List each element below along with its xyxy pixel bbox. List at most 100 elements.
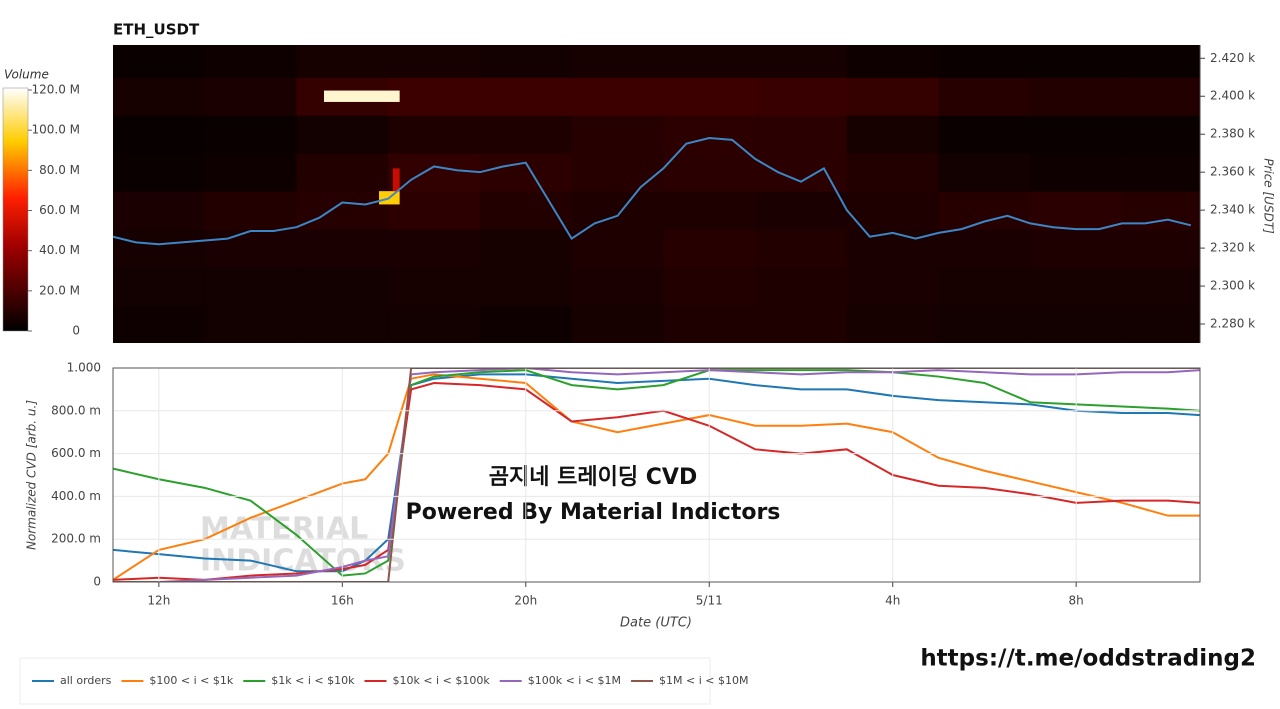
- annotation: Powered By Material Indictors: [406, 500, 781, 525]
- heat-cell: [1030, 115, 1123, 154]
- heat-cell: [755, 153, 848, 192]
- heat-cell: [1122, 115, 1200, 154]
- heat-cell: [571, 153, 664, 192]
- colorbar-tick-label: 120.0 M: [31, 83, 80, 97]
- y-tick-label: 2.340 k: [1210, 203, 1255, 217]
- heat-cell: [663, 229, 756, 268]
- legend-label: $10k < i < $100k: [392, 674, 490, 687]
- colorbar-tick-label: 20.0 M: [39, 283, 80, 297]
- heat-cell: [113, 115, 206, 154]
- colorbar-tick-label: 100.0 M: [31, 123, 80, 137]
- heat-cell: [755, 45, 848, 78]
- heat-cell: [571, 115, 664, 154]
- heat-cell: [388, 153, 481, 192]
- y-tick-label: 0: [93, 575, 101, 589]
- x-tick-label: 5/11: [696, 594, 723, 608]
- heat-cell: [388, 77, 481, 116]
- legend-label: $100k < i < $1M: [528, 674, 621, 687]
- heat-cell: [113, 191, 206, 230]
- y-tick-label: 2.280 k: [1210, 317, 1255, 331]
- cvd-line: [113, 373, 1200, 581]
- y-axis-label: Normalized CVD [arb. u.]: [25, 400, 39, 550]
- heat-cell: [113, 229, 206, 268]
- heat-cell: [204, 45, 297, 78]
- heat-cell: [1122, 45, 1200, 78]
- colorbar-tick-label: 0: [72, 324, 80, 338]
- legend-label: $1M < i < $10M: [659, 674, 748, 687]
- line-area: [113, 368, 1200, 582]
- heat-cell: [296, 267, 389, 306]
- heatmap-area: [113, 45, 1200, 343]
- heat-cell: [296, 229, 389, 268]
- heat-cell: [846, 153, 940, 192]
- heat-cell: [755, 115, 848, 154]
- y-tick-label: 200.0 m: [51, 532, 101, 546]
- heat-cell: [1030, 77, 1123, 116]
- heat-cell: [938, 191, 1031, 230]
- heat-cell: [113, 153, 206, 192]
- heat-cell: [938, 153, 1031, 192]
- heat-cell: [846, 45, 940, 78]
- heat-cell: [479, 77, 573, 116]
- heat-cell: [479, 229, 573, 268]
- heat-cell: [846, 267, 940, 306]
- heat-cell: [846, 229, 940, 268]
- heat-cell: [755, 305, 848, 343]
- y-tick-label: 2.400 k: [1210, 89, 1255, 103]
- heat-cell: [938, 45, 1031, 78]
- heat-cell: [113, 267, 206, 306]
- heat-cell: [479, 305, 573, 343]
- heat-cell: [1122, 229, 1200, 268]
- heat-cell: [113, 45, 206, 78]
- heat-cell: [1122, 77, 1200, 116]
- x-tick-label: 8h: [1069, 594, 1084, 608]
- cvd-line: [113, 368, 1200, 582]
- legend-label: $100 < i < $1k: [149, 674, 233, 687]
- y-tick-label: 2.380 k: [1210, 127, 1255, 141]
- y-tick-label: 400.0 m: [51, 489, 101, 503]
- heat-cell: [571, 191, 664, 230]
- chart-title: ETH_USDT: [113, 21, 200, 39]
- heat-cell: [1030, 267, 1123, 306]
- colorbar: [2, 87, 29, 332]
- colorbar-tick-label: 60.0 M: [39, 203, 80, 217]
- heat-cell: [755, 77, 848, 116]
- x-tick-label: 4h: [885, 594, 900, 608]
- heat-cell: [204, 115, 297, 154]
- colorbar-tick-label: 80.0 M: [39, 163, 80, 177]
- heat-cell: [296, 191, 389, 230]
- heat-cell: [388, 305, 481, 343]
- heat-cell: [388, 191, 481, 230]
- heat-cell: [204, 191, 297, 230]
- heat-cell: [204, 153, 297, 192]
- y-tick-label: 600.0 m: [51, 446, 101, 460]
- heat-cell: [571, 229, 664, 268]
- heat-cell: [938, 115, 1031, 154]
- y-tick-label: 800.0 m: [51, 403, 101, 417]
- heat-cell: [663, 305, 756, 343]
- legend-label: all orders: [60, 674, 112, 687]
- heat-cell: [663, 153, 756, 192]
- heat-cell: [571, 45, 664, 78]
- heat-cell: [296, 153, 389, 192]
- x-tick-label: 16h: [331, 594, 354, 608]
- y-tick-label: 2.360 k: [1210, 165, 1255, 179]
- heat-cell: [1122, 305, 1200, 343]
- colorbar-tick-label: 40.0 M: [39, 243, 80, 257]
- heat-cell: [846, 77, 940, 116]
- heat-cell: [479, 191, 573, 230]
- link[interactable]: https://t.me/oddstrading2: [920, 646, 1256, 672]
- x-tick-label: 20h: [514, 594, 537, 608]
- heat-cell: [571, 267, 664, 306]
- heat-cell: [938, 267, 1031, 306]
- heat-cell: [846, 191, 940, 230]
- y-tick-label: 2.420 k: [1210, 51, 1255, 65]
- y-tick-label: 1.000: [67, 361, 101, 375]
- y-axis-label: Price [USDT]: [1262, 158, 1276, 234]
- heat-cell: [938, 305, 1031, 343]
- heat-cell: [571, 305, 664, 343]
- heat-cell: [755, 267, 848, 306]
- heat-cell: [663, 191, 756, 230]
- heat-cell: [479, 115, 573, 154]
